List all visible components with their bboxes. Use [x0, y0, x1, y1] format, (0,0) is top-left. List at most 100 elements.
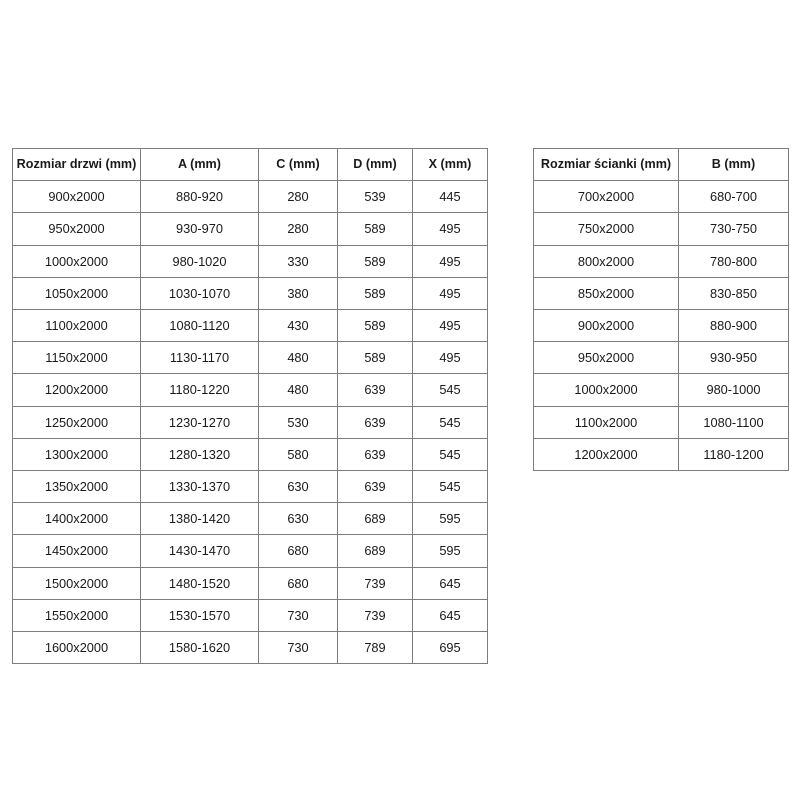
cell-c: 430	[258, 309, 338, 343]
cell-d: 789	[337, 631, 413, 665]
table-row: 1450x2000 1430-1470 680 689 595	[12, 534, 488, 568]
cell-door-size: 1600x2000	[12, 631, 141, 665]
cell-d: 639	[337, 405, 413, 439]
wall-size-table: Rozmiar ścianki (mm) B (mm) 700x2000 680…	[533, 147, 789, 472]
cell-x: 495	[412, 212, 488, 246]
cell-d: 689	[337, 502, 413, 536]
table-row: 1200x2000 1180-1200	[533, 437, 789, 472]
cell-door-size: 1100x2000	[12, 309, 141, 343]
cell-x: 645	[412, 566, 488, 600]
table-row: 900x2000 880-920 280 539 445	[12, 180, 488, 214]
table-row: 750x2000 730-750	[533, 212, 789, 246]
cell-x: 595	[412, 502, 488, 536]
cell-a: 1230-1270	[140, 405, 259, 439]
cell-a: 1530-1570	[140, 598, 259, 633]
cell-wall-size: 1000x2000	[533, 373, 679, 407]
table-row: 1200x2000 1180-1220 480 639 545	[12, 373, 488, 407]
table-row: 1150x2000 1130-1170 480 589 495	[12, 341, 488, 375]
cell-c: 730	[258, 598, 338, 633]
cell-c: 530	[258, 405, 338, 439]
table-row: 1350x2000 1330-1370 630 639 545	[12, 470, 488, 504]
cell-door-size: 1200x2000	[12, 373, 141, 407]
cell-c: 480	[258, 341, 338, 375]
table-row: 1100x2000 1080-1120 430 589 495	[12, 309, 488, 343]
table-row: 1250x2000 1230-1270 530 639 545	[12, 405, 488, 439]
cell-c: 730	[258, 631, 338, 665]
cell-door-size: 1050x2000	[12, 276, 141, 311]
cell-a: 1380-1420	[140, 502, 259, 536]
cell-wall-size: 750x2000	[533, 212, 679, 246]
column-header-d: D (mm)	[337, 147, 413, 182]
cell-c: 330	[258, 244, 338, 278]
cell-x: 495	[412, 244, 488, 278]
cell-door-size: 1400x2000	[12, 502, 141, 536]
cell-d: 639	[337, 437, 413, 472]
table-row: 1000x2000 980-1000	[533, 373, 789, 407]
cell-c: 280	[258, 212, 338, 246]
cell-d: 589	[337, 212, 413, 246]
cell-c: 280	[258, 180, 338, 214]
cell-d: 639	[337, 470, 413, 504]
cell-door-size: 1450x2000	[12, 534, 141, 568]
cell-x: 645	[412, 598, 488, 633]
cell-a: 1580-1620	[140, 631, 259, 665]
table-header-row: Rozmiar ścianki (mm) B (mm)	[533, 147, 789, 182]
table-row: 1100x2000 1080-1100	[533, 405, 789, 439]
cell-door-size: 1350x2000	[12, 470, 141, 504]
cell-x: 495	[412, 341, 488, 375]
cell-door-size: 900x2000	[12, 180, 141, 214]
cell-d: 589	[337, 309, 413, 343]
cell-x: 695	[412, 631, 488, 665]
column-header-b: B (mm)	[678, 147, 789, 182]
table-row: 800x2000 780-800	[533, 244, 789, 278]
cell-d: 539	[337, 180, 413, 214]
cell-wall-size: 700x2000	[533, 180, 679, 214]
cell-a: 1330-1370	[140, 470, 259, 504]
cell-wall-size: 1200x2000	[533, 437, 679, 472]
cell-wall-size: 900x2000	[533, 309, 679, 343]
table-row: 950x2000 930-970 280 589 495	[12, 212, 488, 246]
table-header-row: Rozmiar drzwi (mm) A (mm) C (mm) D (mm) …	[12, 147, 488, 182]
cell-a: 1280-1320	[140, 437, 259, 472]
table-row: 850x2000 830-850	[533, 276, 789, 311]
cell-b: 730-750	[678, 212, 789, 246]
cell-a: 1080-1120	[140, 309, 259, 343]
cell-door-size: 1250x2000	[12, 405, 141, 439]
table-row: 700x2000 680-700	[533, 180, 789, 214]
cell-wall-size: 850x2000	[533, 276, 679, 311]
cell-c: 680	[258, 534, 338, 568]
column-header-x: X (mm)	[412, 147, 488, 182]
cell-a: 1180-1220	[140, 373, 259, 407]
cell-d: 589	[337, 276, 413, 311]
cell-a: 1430-1470	[140, 534, 259, 568]
cell-x: 545	[412, 437, 488, 472]
cell-b: 680-700	[678, 180, 789, 214]
cell-a: 1030-1070	[140, 276, 259, 311]
cell-d: 739	[337, 566, 413, 600]
table-row: 950x2000 930-950	[533, 341, 789, 375]
cell-b: 1180-1200	[678, 437, 789, 472]
cell-wall-size: 1100x2000	[533, 405, 679, 439]
cell-door-size: 950x2000	[12, 212, 141, 246]
cell-d: 739	[337, 598, 413, 633]
table-row: 1500x2000 1480-1520 680 739 645	[12, 566, 488, 600]
cell-d: 639	[337, 373, 413, 407]
cell-x: 495	[412, 309, 488, 343]
cell-b: 830-850	[678, 276, 789, 311]
cell-c: 630	[258, 470, 338, 504]
cell-c: 380	[258, 276, 338, 311]
cell-b: 880-900	[678, 309, 789, 343]
cell-door-size: 1550x2000	[12, 598, 141, 633]
table-row: 1600x2000 1580-1620 730 789 695	[12, 631, 488, 665]
cell-d: 589	[337, 244, 413, 278]
column-header-a: A (mm)	[140, 147, 259, 182]
column-header-door-size: Rozmiar drzwi (mm)	[12, 147, 141, 182]
cell-x: 545	[412, 470, 488, 504]
table-row: 1400x2000 1380-1420 630 689 595	[12, 502, 488, 536]
cell-c: 480	[258, 373, 338, 407]
cell-b: 1080-1100	[678, 405, 789, 439]
cell-x: 545	[412, 405, 488, 439]
cell-x: 445	[412, 180, 488, 214]
cell-x: 495	[412, 276, 488, 311]
